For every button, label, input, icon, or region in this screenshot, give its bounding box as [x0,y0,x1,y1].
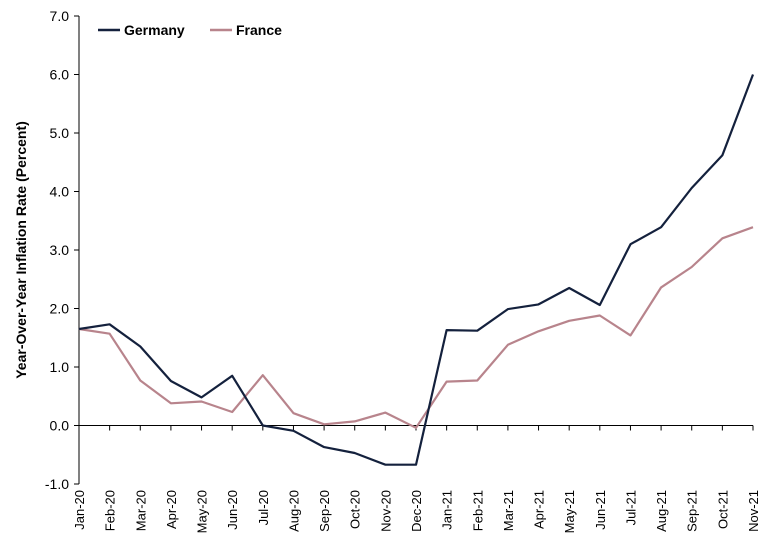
x-tick-label: Jan-21 [440,490,455,530]
y-tick-label: 4.0 [50,184,70,200]
y-axis-label: Year-Over-Year Inflation Rate (Percent) [13,121,29,379]
series-line-germany [78,74,755,466]
x-tick-label: May-20 [195,490,210,533]
y-tick-label: 3.0 [50,242,70,258]
y-tick-label: 2.0 [50,301,70,317]
x-tick-label: Nov-21 [746,490,761,532]
legend: Germany France [98,22,282,38]
x-tick-label: Feb-20 [103,490,118,531]
x-tick-label: Oct-20 [348,490,363,529]
y-tick-label: 0.0 [50,418,70,434]
x-tick-label: Oct-21 [715,490,730,529]
x-tick-label: Aug-20 [286,490,301,532]
x-tick-label: Aug-21 [654,490,669,532]
x-tick-label: Dec-20 [409,490,424,532]
x-tick-label: Nov-20 [378,490,393,532]
x-tick-label: Jun-20 [225,490,240,530]
y-tick-label: 5.0 [50,125,70,141]
legend-label-france: France [236,22,282,38]
series-lines [78,74,755,466]
x-tick-label: Sep-20 [317,490,332,532]
x-tick-label: Apr-21 [532,490,547,529]
x-tick-label: Mar-20 [133,490,148,531]
series-line-france [78,226,754,429]
x-tick-label: Jan-20 [72,490,87,530]
x-tick-label: Sep-21 [685,490,700,532]
axes [74,15,754,485]
x-tick-label: Jul-21 [623,490,638,525]
x-tick-label: Jun-21 [593,490,608,530]
y-tick-label: 1.0 [50,359,70,375]
x-tick-label: May-21 [562,490,577,533]
y-tick-label: -1.0 [45,476,69,492]
x-tick-label: Jul-20 [256,490,271,525]
x-tick-labels: Jan-20 Feb-20 Mar-20 Apr-20 May-20 Jun-20 Jul-… [72,490,761,533]
legend-label-germany: Germany [124,22,185,38]
x-tick-label: Apr-20 [164,490,179,529]
x-tick-label: Feb-21 [470,490,485,531]
y-tick-label: 6.0 [50,67,70,83]
x-tick-label: Mar-21 [501,490,516,531]
y-tick-label: 7.0 [50,8,70,24]
y-tick-labels: -1.0 0.0 1.0 2.0 3.0 4.0 5.0 6.0 7.0 [45,8,69,492]
